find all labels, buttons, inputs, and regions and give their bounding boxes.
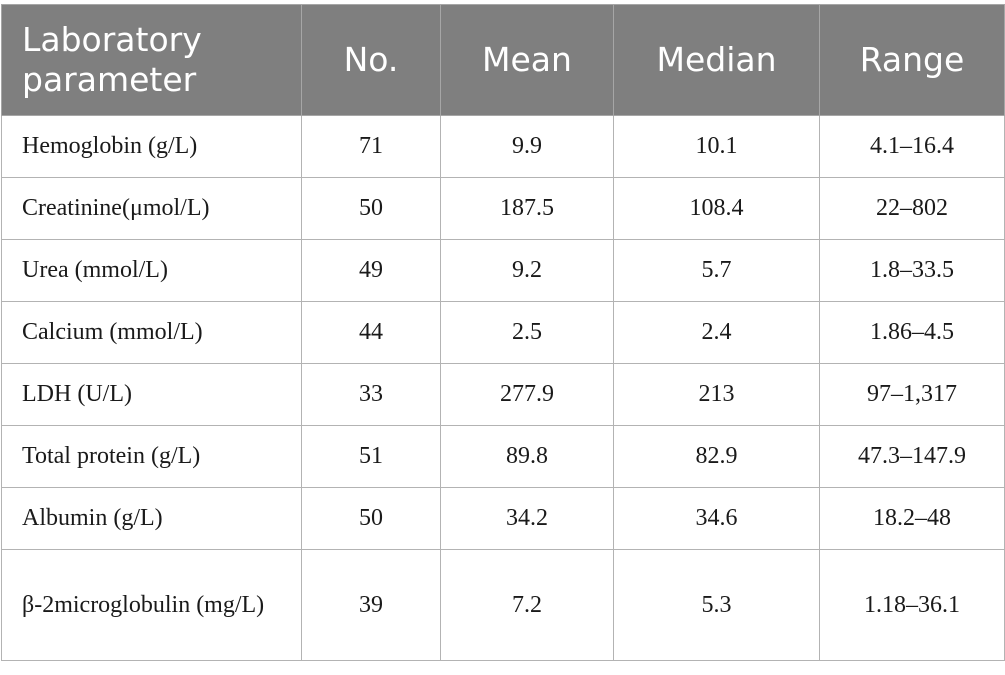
cell-parameter: Urea (mmol/L) <box>1 239 302 302</box>
cell-median: 5.7 <box>613 239 820 302</box>
cell-median: 10.1 <box>613 115 820 178</box>
header-no: No. <box>301 4 441 116</box>
cell-parameter: Creatinine(μmol/L) <box>1 177 302 240</box>
cell-range: 1.18–36.1 <box>819 549 1005 661</box>
table-row: Albumin (g/L) 50 34.2 34.6 18.2–48 <box>1 487 1005 550</box>
cell-parameter: Albumin (g/L) <box>1 487 302 550</box>
cell-range: 1.8–33.5 <box>819 239 1005 302</box>
cell-median: 34.6 <box>613 487 820 550</box>
cell-median: 2.4 <box>613 301 820 364</box>
cell-mean: 9.2 <box>440 239 614 302</box>
cell-no: 49 <box>301 239 441 302</box>
cell-no: 50 <box>301 487 441 550</box>
cell-no: 51 <box>301 425 441 488</box>
header-range: Range <box>819 4 1005 116</box>
cell-parameter: β-2microglobulin (mg/L) <box>1 549 302 661</box>
cell-range: 1.86–4.5 <box>819 301 1005 364</box>
cell-parameter: Hemoglobin (g/L) <box>1 115 302 178</box>
cell-mean: 277.9 <box>440 363 614 426</box>
header-median: Median <box>613 4 820 116</box>
cell-median: 5.3 <box>613 549 820 661</box>
cell-no: 44 <box>301 301 441 364</box>
cell-no: 50 <box>301 177 441 240</box>
cell-median: 82.9 <box>613 425 820 488</box>
cell-range: 4.1–16.4 <box>819 115 1005 178</box>
table-row: LDH (U/L) 33 277.9 213 97–1,317 <box>1 363 1005 426</box>
cell-parameter: Calcium (mmol/L) <box>1 301 302 364</box>
cell-mean: 9.9 <box>440 115 614 178</box>
cell-mean: 34.2 <box>440 487 614 550</box>
cell-parameter: LDH (U/L) <box>1 363 302 426</box>
cell-range: 47.3–147.9 <box>819 425 1005 488</box>
table-header-row: Laboratory parameter No. Mean Median Ran… <box>1 4 1005 116</box>
lab-parameters-table: Laboratory parameter No. Mean Median Ran… <box>1 4 1005 661</box>
cell-range: 97–1,317 <box>819 363 1005 426</box>
cell-mean: 187.5 <box>440 177 614 240</box>
table-row: β-2microglobulin (mg/L) 39 7.2 5.3 1.18–… <box>1 549 1005 661</box>
header-mean: Mean <box>440 4 614 116</box>
cell-range: 22–802 <box>819 177 1005 240</box>
cell-mean: 2.5 <box>440 301 614 364</box>
table-row: Calcium (mmol/L) 44 2.5 2.4 1.86–4.5 <box>1 301 1005 364</box>
table-row: Urea (mmol/L) 49 9.2 5.7 1.8–33.5 <box>1 239 1005 302</box>
cell-no: 33 <box>301 363 441 426</box>
cell-median: 108.4 <box>613 177 820 240</box>
cell-range: 18.2–48 <box>819 487 1005 550</box>
table-row: Total protein (g/L) 51 89.8 82.9 47.3–14… <box>1 425 1005 488</box>
cell-parameter: Total protein (g/L) <box>1 425 302 488</box>
cell-no: 39 <box>301 549 441 661</box>
cell-mean: 89.8 <box>440 425 614 488</box>
header-laboratory-parameter: Laboratory parameter <box>1 4 302 116</box>
cell-median: 213 <box>613 363 820 426</box>
table-row: Hemoglobin (g/L) 71 9.9 10.1 4.1–16.4 <box>1 115 1005 178</box>
table-row: Creatinine(μmol/L) 50 187.5 108.4 22–802 <box>1 177 1005 240</box>
cell-mean: 7.2 <box>440 549 614 661</box>
cell-no: 71 <box>301 115 441 178</box>
